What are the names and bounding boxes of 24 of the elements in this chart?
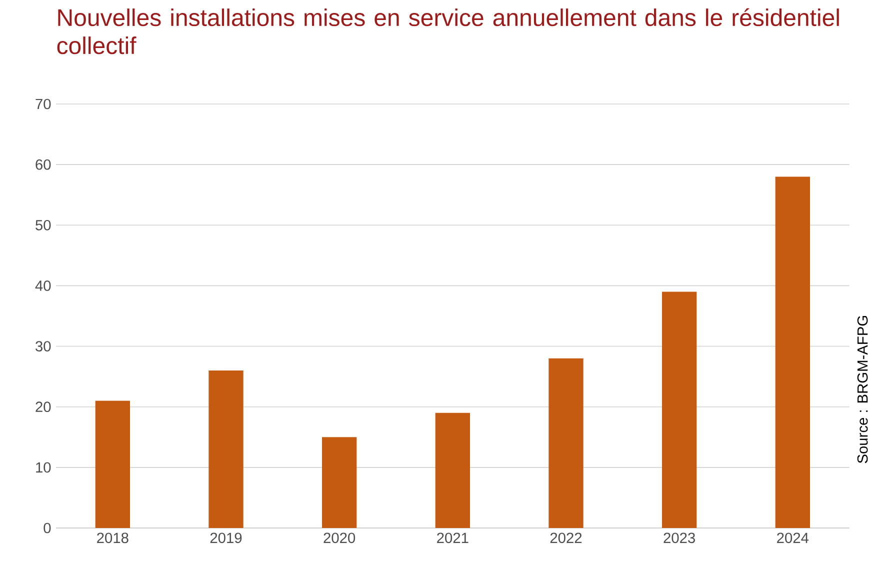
x-tick-label: 2021 [437, 532, 468, 544]
bar [435, 413, 470, 528]
x-tick-label: 2024 [777, 532, 809, 544]
y-tick-label: 20 [36, 402, 51, 412]
bar [208, 370, 244, 528]
y-tick-label: 60 [36, 160, 51, 170]
x-tick-label: 2022 [550, 532, 582, 544]
y-tick-label: 70 [36, 98, 51, 110]
y-tick-label: 10 [36, 462, 51, 473]
y-tick-label: 40 [35, 280, 51, 292]
bar [548, 358, 584, 528]
y-tick-label: 0 [44, 522, 51, 534]
bar [662, 292, 697, 528]
bar [95, 400, 130, 528]
chart-title: Nouvelles installations mises en service annuellement dans le résidentiel collectif [57, 8, 839, 54]
bar [775, 176, 810, 528]
bar [322, 437, 357, 528]
y-tick-label: 50 [36, 220, 51, 230]
x-tick-label: 2023 [664, 532, 695, 544]
y-tick-label: 30 [36, 341, 51, 352]
x-tick-label: 2020 [324, 532, 356, 544]
x-tick-label: 2019 [210, 532, 242, 544]
x-tick-label: 2018 [97, 532, 128, 544]
source-note: Source : BRGM-AFPG [857, 316, 868, 464]
